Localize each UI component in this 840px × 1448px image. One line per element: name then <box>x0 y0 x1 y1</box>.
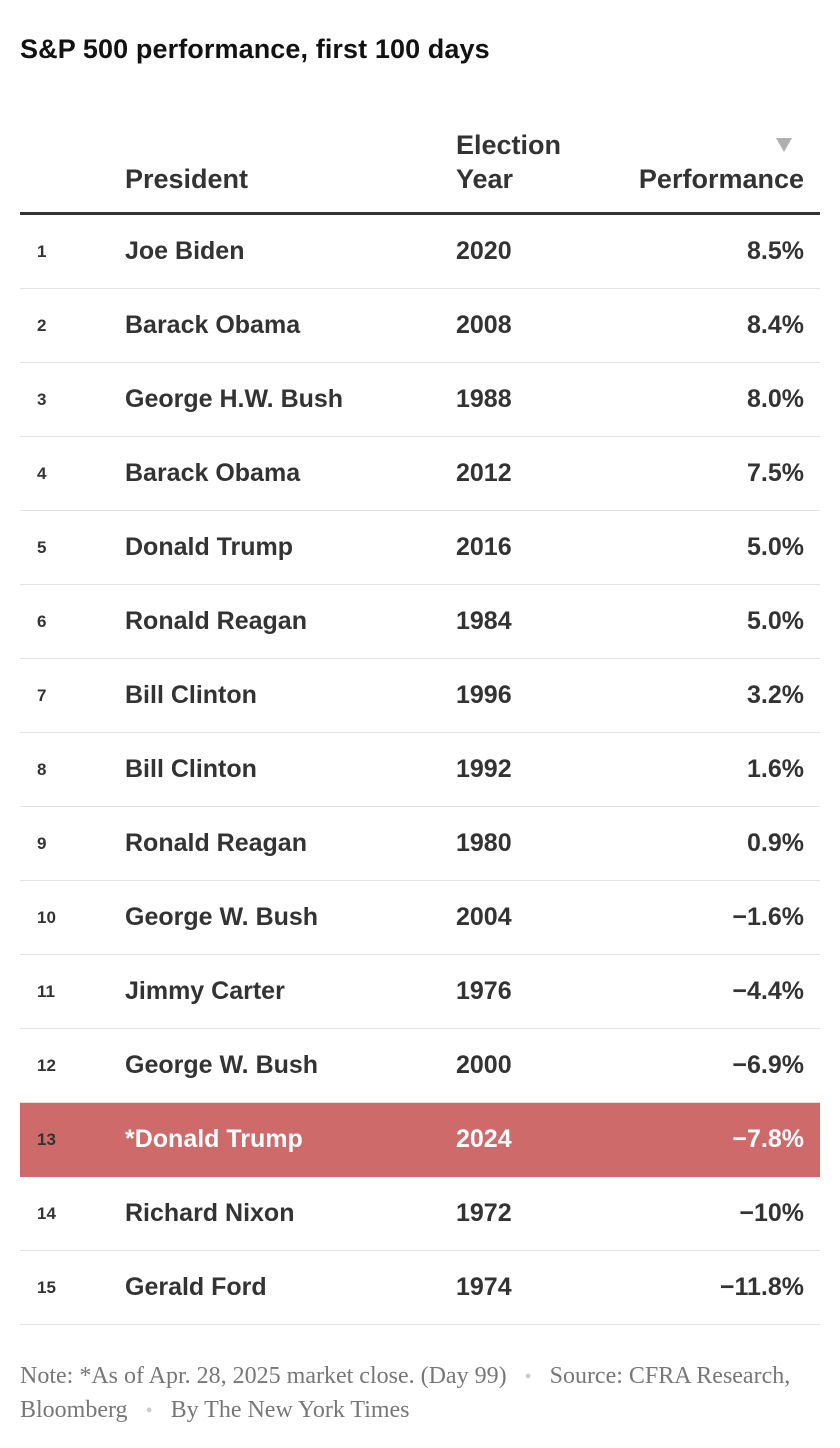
table-header: President Election Year Performance <box>20 126 820 215</box>
rank-cell: 11 <box>37 982 55 1001</box>
column-header-election-year[interactable]: Election Year <box>456 128 596 196</box>
table-row: 10 George W. Bush 2004 −1.6% <box>20 881 820 955</box>
performance-cell: 5.0% <box>747 607 804 635</box>
year-cell: 2012 <box>456 459 512 487</box>
performance-cell: 8.0% <box>747 385 804 413</box>
president-cell: Jimmy Carter <box>125 977 285 1005</box>
president-cell: George W. Bush <box>125 1051 319 1079</box>
rank-cell: 9 <box>37 834 47 853</box>
president-cell: Joe Biden <box>125 237 245 265</box>
rank-cell: 13 <box>37 1130 56 1149</box>
table-row: 13 *Donald Trump 2024 −7.8% <box>20 1103 820 1177</box>
performance-cell: −10% <box>739 1199 804 1227</box>
table-row: 8 Bill Clinton 1992 1.6% <box>20 733 820 807</box>
rank-cell: 10 <box>37 908 56 927</box>
year-cell: 1984 <box>456 607 512 635</box>
president-cell: Richard Nixon <box>125 1199 295 1227</box>
performance-cell: −1.6% <box>732 903 804 931</box>
table-row: 14 Richard Nixon 1972 −10% <box>20 1177 820 1251</box>
performance-cell: 7.5% <box>747 459 804 487</box>
performance-cell: 1.6% <box>747 755 804 783</box>
president-cell: Bill Clinton <box>125 755 257 783</box>
column-header-president[interactable]: President <box>125 164 249 194</box>
rank-cell: 5 <box>37 538 47 557</box>
separator-dot: • <box>145 1400 153 1422</box>
table-row: 4 Barack Obama 2012 7.5% <box>20 437 820 511</box>
table-row: 7 Bill Clinton 1996 3.2% <box>20 659 820 733</box>
president-cell: Bill Clinton <box>125 681 257 709</box>
president-cell: George H.W. Bush <box>125 385 344 413</box>
table-row: 5 Donald Trump 2016 5.0% <box>20 511 820 585</box>
table-row: 2 Barack Obama 2008 8.4% <box>20 289 820 363</box>
rank-cell: 12 <box>37 1056 56 1075</box>
year-cell: 1996 <box>456 681 512 709</box>
table-row: 3 George H.W. Bush 1988 8.0% <box>20 363 820 437</box>
table-body: 1 Joe Biden 2020 8.5% 2 Barack Obama 2008 8.4% 3… <box>20 215 820 1325</box>
president-cell: Ronald Reagan <box>125 829 307 857</box>
column-header-year-line-2: Year <box>456 164 514 194</box>
performance-cell: 5.0% <box>747 533 804 561</box>
chart-title: S&P 500 performance, first 100 days <box>20 34 490 64</box>
year-cell: 1974 <box>456 1273 512 1301</box>
year-cell: 2000 <box>456 1051 512 1079</box>
year-cell: 2016 <box>456 533 512 561</box>
table-row: 1 Joe Biden 2020 8.5% <box>20 215 820 289</box>
president-cell: Gerald Ford <box>125 1273 267 1301</box>
president-cell: George W. Bush <box>125 903 319 931</box>
year-cell: 1972 <box>456 1199 512 1227</box>
year-cell: 2004 <box>456 903 512 931</box>
byline-text: By The New York Times <box>170 1397 410 1423</box>
rank-cell: 14 <box>37 1204 56 1223</box>
president-cell: *Donald Trump <box>125 1125 303 1153</box>
performance-cell: −11.8% <box>719 1273 804 1301</box>
rank-cell: 8 <box>37 760 47 779</box>
performance-cell: 0.9% <box>747 829 804 857</box>
table-row: 15 Gerald Ford 1974 −11.8% <box>20 1251 820 1325</box>
year-cell: 1976 <box>456 977 512 1005</box>
table-row: 12 George W. Bush 2000 −6.9% <box>20 1029 820 1103</box>
president-cell: Barack Obama <box>125 459 301 487</box>
rank-cell: 15 <box>37 1278 56 1297</box>
year-cell: 1992 <box>456 755 512 783</box>
table-row: 11 Jimmy Carter 1976 −4.4% <box>20 955 820 1029</box>
table-row: 6 Ronald Reagan 1984 5.0% <box>20 585 820 659</box>
year-cell: 1980 <box>456 829 512 857</box>
rank-cell: 6 <box>37 612 47 631</box>
president-cell: Donald Trump <box>125 533 294 561</box>
footer-note: Note: *As of Apr. 28, 2025 market close.… <box>20 1360 820 1428</box>
rank-cell: 1 <box>37 242 47 261</box>
note-text: Note: *As of Apr. 28, 2025 market close.… <box>20 1363 507 1389</box>
performance-cell: −7.8% <box>732 1125 804 1153</box>
rank-cell: 3 <box>37 390 47 409</box>
year-cell: 2024 <box>456 1125 512 1153</box>
performance-cell: 3.2% <box>747 681 804 709</box>
column-header-performance[interactable]: Performance <box>638 164 804 194</box>
performance-table: President Election Year Performance 1 Joe… <box>20 126 820 1325</box>
performance-cell: 8.4% <box>747 311 804 339</box>
sort-descending-icon[interactable] <box>776 138 792 152</box>
president-cell: Ronald Reagan <box>125 607 307 635</box>
separator-dot: • <box>524 1366 532 1388</box>
year-cell: 2008 <box>456 311 512 339</box>
rank-cell: 4 <box>37 464 47 483</box>
year-cell: 2020 <box>456 237 512 265</box>
table-row: 9 Ronald Reagan 1980 0.9% <box>20 807 820 881</box>
rank-cell: 2 <box>37 316 47 335</box>
source-text: Source: CFRA Research, Bloomberg <box>20 1363 791 1423</box>
performance-cell: 8.5% <box>747 237 804 265</box>
column-header-year-line-1: Election <box>456 130 562 160</box>
president-cell: Barack Obama <box>125 311 301 339</box>
rank-cell: 7 <box>37 686 47 705</box>
performance-cell: −6.9% <box>732 1051 804 1079</box>
performance-cell: −4.4% <box>732 977 804 1005</box>
year-cell: 1988 <box>456 385 512 413</box>
